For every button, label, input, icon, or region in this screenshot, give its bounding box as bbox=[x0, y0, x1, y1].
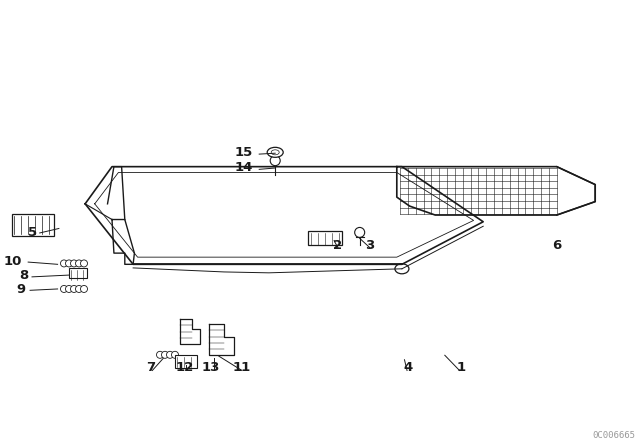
FancyBboxPatch shape bbox=[12, 214, 54, 236]
Text: 2: 2 bbox=[333, 239, 342, 252]
Circle shape bbox=[65, 260, 72, 267]
Circle shape bbox=[76, 285, 83, 293]
Circle shape bbox=[76, 260, 83, 267]
Text: 14: 14 bbox=[234, 161, 253, 174]
Circle shape bbox=[70, 285, 77, 293]
Ellipse shape bbox=[271, 150, 279, 155]
Circle shape bbox=[270, 155, 280, 166]
FancyBboxPatch shape bbox=[175, 355, 197, 368]
Text: 12: 12 bbox=[175, 361, 193, 374]
Circle shape bbox=[161, 351, 168, 358]
Circle shape bbox=[166, 351, 173, 358]
Text: 11: 11 bbox=[233, 361, 251, 374]
Text: 13: 13 bbox=[202, 361, 220, 374]
Circle shape bbox=[65, 285, 72, 293]
Circle shape bbox=[355, 228, 365, 237]
Text: 3: 3 bbox=[365, 239, 374, 252]
Text: 6: 6 bbox=[552, 239, 561, 252]
Ellipse shape bbox=[395, 264, 409, 274]
Text: 4: 4 bbox=[404, 361, 413, 374]
Text: 5: 5 bbox=[28, 225, 37, 239]
Ellipse shape bbox=[268, 147, 283, 157]
FancyBboxPatch shape bbox=[308, 231, 342, 245]
Text: 9: 9 bbox=[17, 283, 26, 296]
Circle shape bbox=[61, 260, 67, 267]
Text: 1: 1 bbox=[456, 361, 465, 374]
Circle shape bbox=[172, 351, 179, 358]
Text: 8: 8 bbox=[19, 269, 28, 283]
Circle shape bbox=[81, 260, 88, 267]
Circle shape bbox=[61, 285, 67, 293]
Circle shape bbox=[81, 285, 88, 293]
FancyBboxPatch shape bbox=[69, 268, 87, 278]
Circle shape bbox=[70, 260, 77, 267]
Text: 0C006665: 0C006665 bbox=[592, 431, 635, 440]
Text: 15: 15 bbox=[234, 146, 253, 159]
Circle shape bbox=[157, 351, 163, 358]
Text: 10: 10 bbox=[4, 255, 22, 268]
Text: 7: 7 bbox=[146, 361, 155, 374]
